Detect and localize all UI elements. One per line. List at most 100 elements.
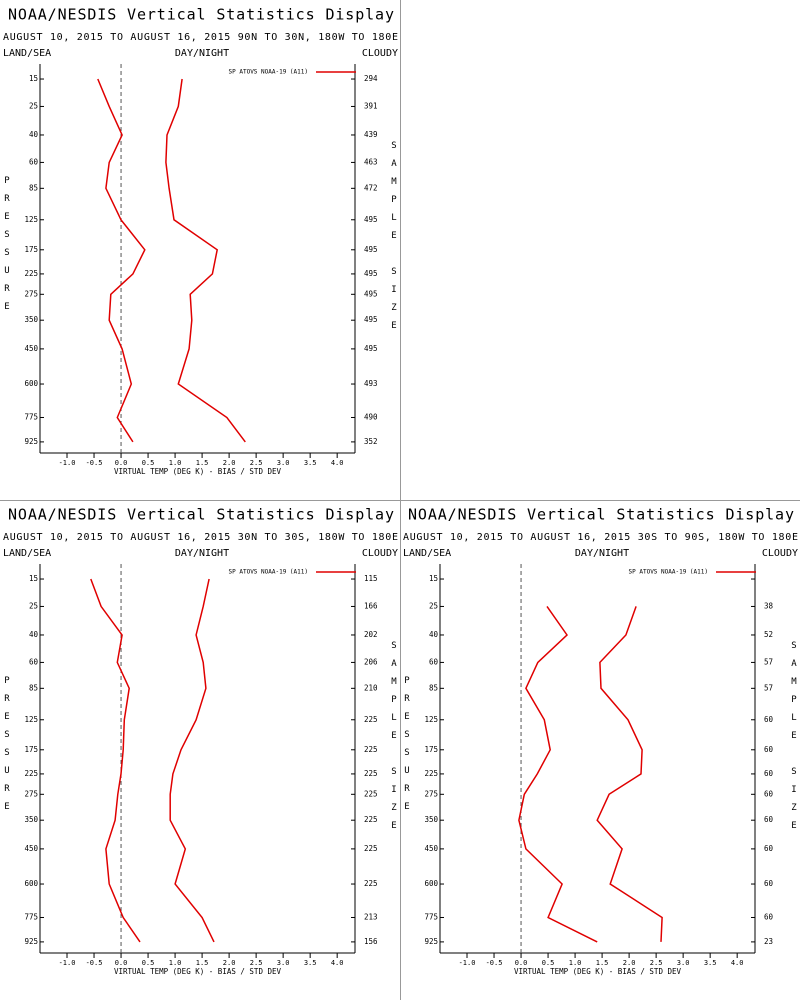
sample-size-label: 495	[364, 315, 378, 324]
x-tick-label: 1.0	[169, 959, 182, 967]
y-tick-label: 60	[29, 157, 39, 166]
right-label: CLOUDY	[362, 48, 398, 59]
panel: NOAA/NESDIS Vertical Statistics Display A…	[400, 500, 800, 1000]
x-tick-label: 1.0	[169, 459, 182, 467]
y-tick-label: 275	[24, 789, 38, 798]
x-tick-label: 0.0	[115, 959, 128, 967]
y2-axis-label: SAMPLE SIZE	[389, 641, 399, 839]
sample-size-label: 60	[764, 715, 774, 724]
std-dev-line	[596, 606, 663, 942]
chart: NOAA/NESDIS Vertical Statistics Display A…	[3, 506, 398, 977]
y-tick-label: 175	[424, 745, 438, 754]
x-tick-label: 1.0	[569, 959, 582, 967]
y-tick-label: 15	[29, 74, 38, 83]
x-tick-label: -1.0	[59, 459, 76, 467]
sample-size-label: 495	[364, 289, 378, 298]
y-tick-label: 40	[29, 630, 39, 639]
y-tick-label: 450	[424, 844, 438, 853]
y-axis-label: PRESSURE	[2, 176, 12, 320]
y-tick-label: 175	[24, 745, 38, 754]
x-tick-label: 2.0	[223, 459, 236, 467]
y-tick-label: 450	[24, 844, 38, 853]
panel: NOAA/NESDIS Vertical Statistics Display A…	[0, 500, 400, 1000]
x-tick-label: -1.0	[459, 959, 476, 967]
y-tick-label: 85	[29, 183, 38, 192]
y-tick-label: 600	[24, 879, 38, 888]
x-tick-label: 0.0	[115, 459, 128, 467]
center-label: DAY/NIGHT	[175, 48, 229, 59]
x-tick-label: 3.5	[304, 959, 317, 967]
sample-size-label: 225	[364, 815, 378, 824]
y-tick-label: 775	[24, 412, 38, 421]
y-tick-label: 350	[424, 815, 438, 824]
x-tick-label: 2.0	[623, 959, 636, 967]
y-tick-label: 125	[424, 715, 438, 724]
sample-size-label: 38	[764, 601, 774, 610]
chart-subtitle: AUGUST 10, 2015 TO AUGUST 16, 2015 90N T…	[3, 32, 398, 43]
x-tick-label: 1.5	[196, 459, 209, 467]
sample-size-label: 495	[364, 269, 378, 278]
y-tick-label: 175	[24, 245, 38, 254]
y-tick-label: 925	[24, 437, 38, 446]
y-tick-label: 600	[424, 879, 438, 888]
y-tick-label: 40	[29, 130, 39, 139]
legend-label: SP ATOVS NOAA-19 (A11)	[229, 569, 308, 576]
y-tick-label: 775	[24, 912, 38, 921]
sample-size-label: 294	[364, 74, 378, 83]
sample-size-label: 472	[364, 183, 378, 192]
y-tick-label: 225	[24, 769, 38, 778]
y-axis-label: PRESSURE	[2, 676, 12, 820]
x-tick-label: 3.5	[304, 459, 317, 467]
left-label: LAND/SEA	[3, 548, 51, 559]
x-tick-label: 1.5	[196, 959, 209, 967]
x-tick-label: 3.0	[277, 459, 290, 467]
y-tick-label: 125	[24, 215, 38, 224]
sample-size-label: 225	[364, 769, 378, 778]
x-tick-label: 4.0	[331, 459, 344, 467]
sample-size-label: 60	[764, 769, 774, 778]
y-tick-label: 85	[429, 683, 438, 692]
sample-size-label: 213	[364, 912, 378, 921]
sample-size-label: 490	[364, 412, 378, 421]
legend-label: SP ATOVS NOAA-19 (A11)	[229, 69, 308, 76]
chart-title: NOAA/NESDIS Vertical Statistics Display	[8, 506, 394, 524]
divider	[0, 500, 800, 501]
sample-size-label: 206	[364, 657, 378, 666]
y-tick-label: 450	[24, 344, 38, 353]
y-axis-label: PRESSURE	[402, 676, 412, 820]
x-tick-label: 3.0	[677, 959, 690, 967]
x-axis-label: VIRTUAL TEMP (DEG K) - BIAS / STD DEV	[114, 967, 282, 976]
sample-size-label: 391	[364, 101, 378, 110]
x-tick-label: 2.5	[250, 459, 263, 467]
chart: NOAA/NESDIS Vertical Statistics Display A…	[3, 6, 398, 477]
sample-size-label: 352	[364, 437, 378, 446]
x-tick-label: -1.0	[59, 959, 76, 967]
sample-size-label: 202	[364, 630, 378, 639]
sample-size-label: 225	[364, 745, 378, 754]
chart-title: NOAA/NESDIS Vertical Statistics Display	[408, 506, 794, 524]
y-tick-label: 25	[429, 601, 438, 610]
sample-size-label: 439	[364, 130, 378, 139]
sample-size-label: 225	[364, 715, 378, 724]
y-tick-label: 275	[424, 789, 438, 798]
x-tick-label: 3.0	[277, 959, 290, 967]
sample-size-label: 60	[764, 745, 774, 754]
x-axis-label: VIRTUAL TEMP (DEG K) - BIAS / STD DEV	[114, 467, 282, 476]
y-tick-label: 225	[24, 269, 38, 278]
y-tick-label: 15	[429, 574, 438, 583]
y2-axis-label: SAMPLE SIZE	[389, 141, 399, 339]
sample-size-label: 225	[364, 844, 378, 853]
chart-title: NOAA/NESDIS Vertical Statistics Display	[8, 6, 394, 24]
left-label: LAND/SEA	[3, 48, 51, 59]
sample-size-label: 493	[364, 379, 378, 388]
sample-size-label: 115	[364, 574, 378, 583]
x-tick-label: 0.0	[515, 959, 528, 967]
center-label: DAY/NIGHT	[175, 548, 229, 559]
y-tick-label: 60	[29, 657, 39, 666]
bias-line	[97, 78, 146, 443]
x-tick-label: 4.0	[731, 959, 744, 967]
sample-size-label: 156	[364, 937, 378, 946]
x-axis-label: VIRTUAL TEMP (DEG K) - BIAS / STD DEV	[514, 967, 682, 976]
y-tick-label: 40	[429, 630, 439, 639]
x-tick-label: -0.5	[86, 959, 103, 967]
